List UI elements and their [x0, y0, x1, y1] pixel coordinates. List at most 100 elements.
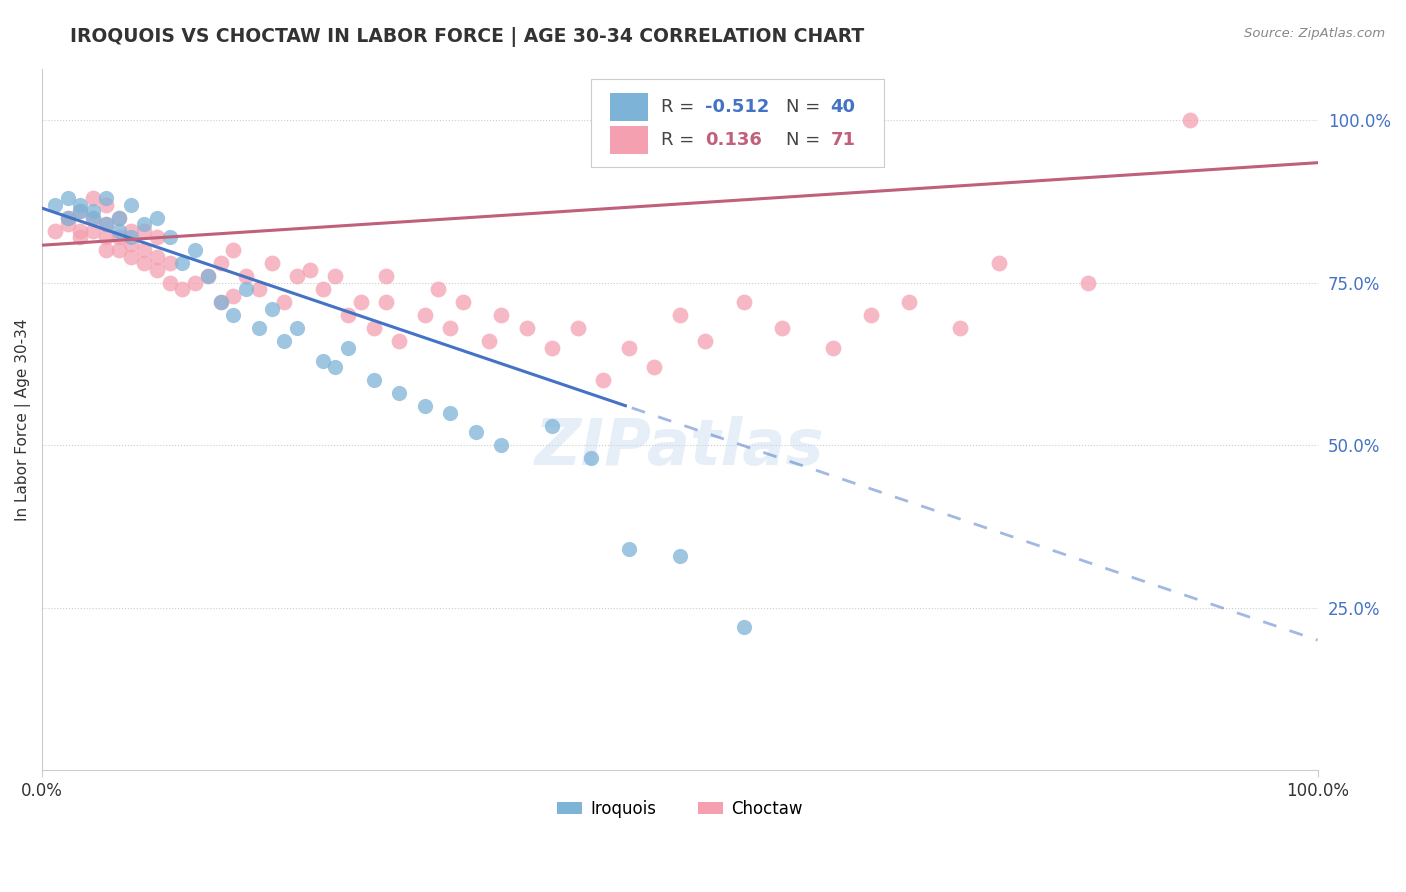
Point [388, 334, 411, 349]
Point [134, 256, 156, 270]
Point [235, 269, 257, 284]
Point [643, 360, 665, 375]
Point [94, 218, 117, 232]
Point [134, 244, 156, 258]
Point [146, 263, 169, 277]
Point [592, 373, 614, 387]
Point [363, 321, 385, 335]
Point [94, 191, 117, 205]
Point [222, 309, 245, 323]
Point [172, 282, 194, 296]
Point [617, 542, 640, 557]
Point [107, 224, 129, 238]
Point [222, 289, 245, 303]
Point [107, 211, 129, 225]
Point [733, 295, 755, 310]
Point [44, 224, 66, 238]
Point [247, 282, 270, 296]
Point [312, 282, 335, 296]
Point [413, 309, 436, 323]
Point [821, 341, 844, 355]
Point [541, 341, 564, 355]
Point [285, 321, 308, 335]
Point [247, 321, 270, 335]
Point [312, 353, 335, 368]
Point [82, 211, 104, 225]
Point [273, 334, 295, 349]
Point [451, 295, 474, 310]
Point [298, 263, 321, 277]
Text: 40: 40 [831, 98, 855, 116]
Point [184, 276, 207, 290]
Point [222, 244, 245, 258]
Point [325, 269, 347, 284]
Point [541, 418, 564, 433]
Point [69, 204, 91, 219]
Point [987, 256, 1010, 270]
Point [120, 250, 142, 264]
Text: R =: R = [661, 131, 700, 149]
Point [159, 256, 181, 270]
Point [120, 236, 142, 251]
Point [56, 211, 79, 225]
Point [260, 301, 283, 316]
Point [209, 295, 232, 310]
Point [733, 620, 755, 634]
Text: R =: R = [661, 98, 700, 116]
Point [491, 438, 513, 452]
Point [146, 250, 169, 264]
Point [120, 198, 142, 212]
Point [516, 321, 538, 335]
Text: IROQUOIS VS CHOCTAW IN LABOR FORCE | AGE 30-34 CORRELATION CHART: IROQUOIS VS CHOCTAW IN LABOR FORCE | AGE… [70, 27, 865, 46]
FancyBboxPatch shape [591, 79, 884, 167]
Text: 71: 71 [831, 131, 855, 149]
Point [82, 204, 104, 219]
Point [107, 230, 129, 244]
Point [669, 309, 692, 323]
Point [413, 399, 436, 413]
Point [235, 282, 257, 296]
Point [260, 256, 283, 270]
Point [1077, 276, 1099, 290]
Point [949, 321, 972, 335]
Point [439, 406, 461, 420]
Point [120, 230, 142, 244]
Point [82, 191, 104, 205]
Point [439, 321, 461, 335]
Point [695, 334, 717, 349]
Point [146, 230, 169, 244]
Point [56, 218, 79, 232]
Point [94, 230, 117, 244]
Point [363, 373, 385, 387]
Point [94, 198, 117, 212]
Point [337, 309, 360, 323]
Point [82, 224, 104, 238]
Text: 0.136: 0.136 [706, 131, 762, 149]
FancyBboxPatch shape [610, 93, 648, 121]
Point [159, 276, 181, 290]
Text: -0.512: -0.512 [706, 98, 769, 116]
Point [426, 282, 449, 296]
Point [617, 341, 640, 355]
Point [273, 295, 295, 310]
Point [69, 230, 91, 244]
Point [197, 269, 219, 284]
Point [172, 256, 194, 270]
Point [107, 244, 129, 258]
Point [898, 295, 921, 310]
Point [388, 386, 411, 401]
Point [860, 309, 883, 323]
Point [107, 211, 129, 225]
FancyBboxPatch shape [610, 126, 648, 154]
Point [567, 321, 589, 335]
Point [146, 211, 169, 225]
Point [285, 269, 308, 284]
Point [94, 218, 117, 232]
Legend: Iroquois, Choctaw: Iroquois, Choctaw [550, 794, 810, 825]
Point [209, 256, 232, 270]
Point [134, 218, 156, 232]
Point [197, 269, 219, 284]
Point [579, 451, 602, 466]
Point [69, 224, 91, 238]
Point [69, 198, 91, 212]
